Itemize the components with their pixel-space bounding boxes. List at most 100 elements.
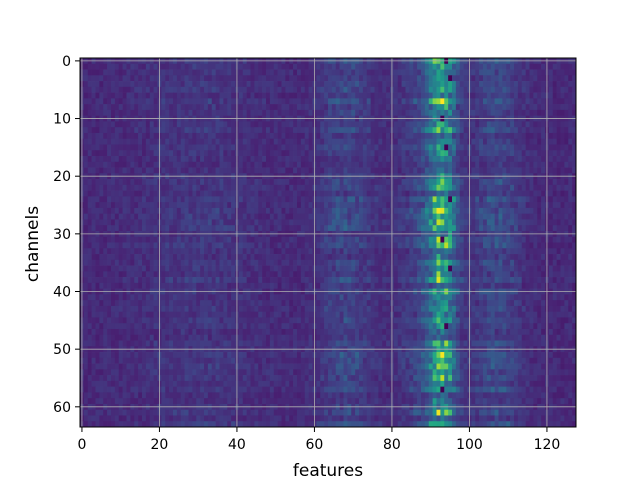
heatmap-cell (254, 248, 259, 255)
heatmap-cell (126, 98, 131, 105)
heatmap-cell (432, 196, 437, 203)
heatmap-cell (444, 219, 449, 226)
heatmap-cell (242, 98, 247, 105)
heatmap-cell (471, 184, 476, 191)
heatmap-cell (95, 86, 100, 93)
heatmap-cell (138, 127, 143, 134)
heatmap-cell (537, 196, 542, 203)
heatmap-cell (324, 271, 329, 278)
heatmap-cell (238, 196, 244, 203)
heatmap-cell (413, 121, 418, 128)
heatmap-cell (366, 196, 371, 203)
heatmap-cell (386, 138, 391, 145)
heatmap-cell (289, 225, 294, 232)
heatmap-cell (277, 265, 282, 272)
heatmap-cell (165, 156, 170, 163)
heatmap-cell (382, 254, 387, 261)
heatmap-cell (188, 98, 193, 105)
heatmap-cell (215, 271, 220, 278)
heatmap-cell (269, 248, 275, 255)
heatmap-cell (126, 104, 131, 111)
heatmap-cell (366, 63, 371, 70)
heatmap-cell (122, 150, 127, 157)
heatmap-cell (440, 98, 445, 105)
heatmap-cell (479, 207, 484, 215)
heatmap-cell (180, 98, 185, 105)
heatmap-cell (211, 265, 216, 272)
heatmap-cell (99, 86, 104, 93)
heatmap-cell (277, 219, 282, 226)
heatmap-cell (180, 248, 185, 255)
heatmap-cell (479, 75, 484, 82)
heatmap-cell (207, 196, 213, 203)
heatmap-cell (413, 132, 418, 140)
heatmap-cell (114, 196, 120, 203)
heatmap-cell (564, 92, 569, 99)
heatmap-cell (200, 138, 205, 145)
heatmap-cell (537, 254, 542, 261)
heatmap-cell (304, 98, 309, 105)
heatmap-cell (483, 69, 488, 76)
heatmap-cell (91, 69, 96, 76)
heatmap-cell (223, 242, 228, 249)
heatmap-cell (161, 86, 166, 93)
heatmap-cell (184, 69, 189, 76)
heatmap-cell (262, 98, 267, 105)
heatmap-cell (254, 109, 259, 117)
heatmap-cell (169, 127, 174, 134)
heatmap-cell (428, 150, 433, 157)
heatmap-cell (459, 144, 464, 151)
heatmap-cell (173, 127, 178, 134)
heatmap-cell (374, 121, 379, 128)
heatmap-cell (204, 63, 209, 70)
heatmap-cell (95, 161, 100, 168)
heatmap-cell (514, 167, 519, 174)
heatmap-cell (289, 271, 294, 278)
heatmap-cell (331, 138, 337, 145)
heatmap-cell (83, 277, 89, 284)
heatmap-cell (273, 202, 278, 209)
heatmap-cell (533, 121, 538, 128)
heatmap-cell (297, 63, 302, 70)
heatmap-cell (227, 150, 232, 157)
heatmap-cell (506, 213, 511, 220)
heatmap-cell (285, 202, 290, 209)
heatmap-cell (444, 69, 449, 76)
heatmap-cell (409, 98, 414, 105)
heatmap-cell (517, 104, 523, 111)
heatmap-cell (269, 271, 275, 278)
heatmap-cell (440, 242, 445, 249)
heatmap-cell (355, 248, 360, 255)
heatmap-cell (262, 236, 267, 243)
heatmap-cell (277, 161, 282, 168)
heatmap-cell (413, 179, 418, 186)
heatmap-cell (300, 219, 306, 226)
heatmap-cell (529, 98, 534, 105)
heatmap-cell (180, 242, 185, 249)
heatmap-cell (525, 179, 530, 186)
heatmap-cell (269, 184, 275, 191)
heatmap-cell (541, 138, 546, 145)
heatmap-cell (246, 127, 251, 134)
heatmap-cell (455, 259, 461, 266)
heatmap-cell (300, 254, 306, 261)
heatmap-cell (242, 156, 247, 163)
heatmap-cell (386, 271, 391, 278)
heatmap-cell (95, 190, 100, 197)
heatmap-cell (401, 202, 406, 209)
heatmap-cell (490, 104, 495, 111)
heatmap-cell (347, 242, 352, 249)
heatmap-cell (448, 196, 453, 203)
heatmap-cell (118, 271, 123, 278)
heatmap-cell (393, 225, 399, 232)
heatmap-cell (568, 156, 573, 163)
heatmap-cell (413, 271, 418, 278)
heatmap-cell (490, 156, 495, 163)
heatmap-cell (347, 75, 352, 82)
heatmap-cell (436, 207, 441, 215)
heatmap-cell (397, 150, 402, 157)
heatmap-cell (572, 69, 577, 76)
heatmap-cell (324, 121, 329, 128)
heatmap-cell (370, 225, 375, 232)
heatmap-cell (382, 156, 387, 163)
